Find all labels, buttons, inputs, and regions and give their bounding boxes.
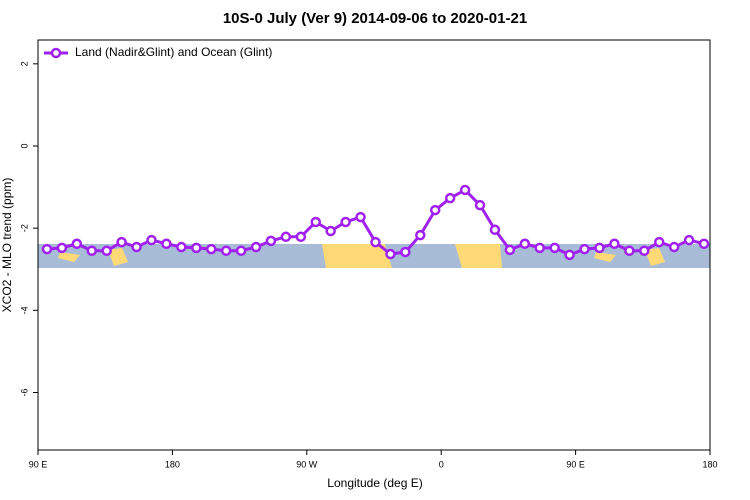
data-point [594,242,605,254]
legend-marker [50,47,62,59]
plot-frame [37,39,711,451]
data-point [429,204,441,216]
y-tick-label: 0 [19,143,29,148]
x-tick-label: 180 [702,459,717,469]
data-point [534,242,546,254]
data-point [131,241,142,253]
data-point [564,249,575,261]
data-point [624,245,635,257]
data-point [519,238,531,250]
data-point [444,192,456,204]
y-tick-label: -2 [19,224,29,232]
data-point [325,225,336,237]
data-point [683,234,695,246]
data-point [280,231,292,243]
data-point [220,245,232,257]
data-point [385,248,396,260]
data-point [609,238,620,250]
data-point [355,211,366,223]
data-point [653,236,665,248]
data-point [370,236,381,248]
data-point [295,231,307,243]
data-point [579,243,590,255]
data-point [474,199,486,211]
data-point [41,243,53,255]
data-point [250,241,262,253]
y-tick-label: -4 [19,306,29,314]
data-point [549,242,560,254]
x-tick-label: 90 E [566,459,585,469]
data-point [639,245,650,257]
data-point [415,229,426,241]
data-point [176,241,187,253]
x-tick-label: 0 [439,459,444,469]
data-point [71,238,83,250]
x-axis-title: Longitude (deg E) [327,476,422,490]
data-point [504,244,516,256]
data-point [459,184,471,196]
data-point [161,238,172,250]
data-point [86,245,98,257]
data-point [101,245,112,257]
data-point [265,235,277,247]
x-tick-label: 90 W [296,459,318,469]
data-point [400,246,411,258]
y-tick-label: -6 [19,388,29,396]
data-point [489,224,501,236]
data-point [340,216,351,228]
y-axis-title: XCO2 - MLO trend (ppm) [0,178,14,313]
y-tick-label: 2 [19,61,29,66]
x-tick-label: 90 E [29,459,48,469]
data-point [698,238,710,250]
data-point [310,216,322,228]
x-tick-label: 180 [165,459,180,469]
data-point [235,245,247,257]
data-point [56,242,68,254]
legend-label: Land (Nadir&Glint) and Ocean (Glint) [75,45,272,59]
chart-title: 10S-0 July (Ver 9) 2014-09-06 to 2020-01… [223,10,527,27]
data-point [116,236,127,248]
data-point [205,243,217,255]
data-point [146,234,157,246]
data-point [668,241,680,253]
data-point [191,242,202,254]
